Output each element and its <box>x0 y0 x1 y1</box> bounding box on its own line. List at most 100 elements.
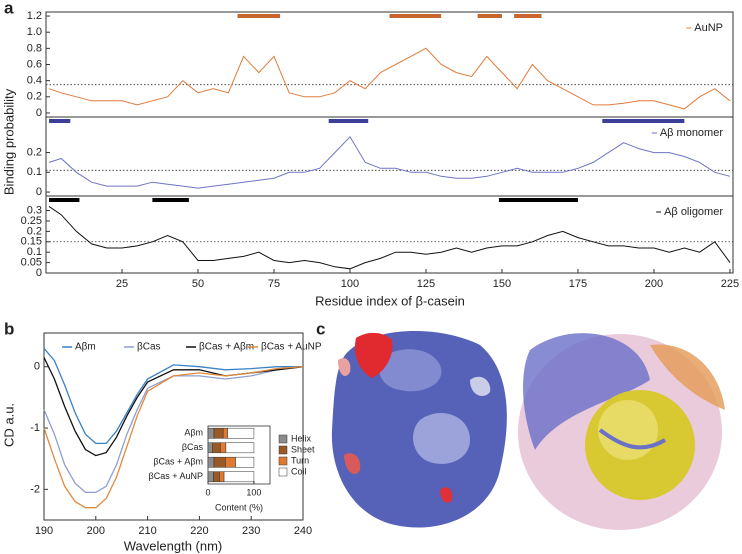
legend-swatch <box>278 445 288 455</box>
legend-swatch <box>278 467 288 477</box>
category-label: βCas <box>182 442 204 452</box>
x-tick-label: 0 <box>205 487 210 497</box>
category-label: βCas + AuNP <box>149 471 203 481</box>
legend-label: Sheet <box>291 444 315 454</box>
inset-frame <box>207 425 271 485</box>
x-tick-label: 100 <box>341 278 359 290</box>
x-axis-label: Residue index of β-casein <box>315 293 465 308</box>
y-axis-label: CD a.u. <box>1 403 16 447</box>
legend-label: βCas <box>137 342 161 353</box>
bar-segment <box>219 471 225 483</box>
y-tick-label: -1 <box>30 422 40 434</box>
series-line <box>48 205 731 270</box>
bar-segment <box>213 456 226 468</box>
legend-label: Coil <box>291 466 307 476</box>
x-tick-label: 150 <box>493 278 511 290</box>
y-tick-label: 0.1 <box>27 166 42 178</box>
binding-region <box>49 119 71 123</box>
legend-label: βCas + Aβm <box>199 342 254 353</box>
y-tick-label: 0.8 <box>27 42 42 54</box>
binding-region <box>49 198 80 202</box>
legend-label: Aβm <box>75 342 96 353</box>
x-tick-label: 175 <box>569 278 587 290</box>
bar-segment <box>235 456 255 468</box>
plot-frame <box>45 195 734 274</box>
y-tick-label: 1.2 <box>27 10 42 22</box>
x-tick-label: 220 <box>190 525 208 537</box>
bar-segment <box>225 456 236 468</box>
legend-label: Turn <box>291 455 309 465</box>
bar-segment <box>220 442 227 454</box>
y-tick-label: 0.4 <box>27 75 42 87</box>
bar-segment <box>207 427 215 439</box>
legend-label: Aβ monomer <box>660 127 724 139</box>
plot-frame <box>43 332 304 521</box>
y-tick-label: 1.0 <box>27 26 42 38</box>
bar-segment <box>212 442 221 454</box>
legend-swatch <box>278 434 288 444</box>
panel-label: b <box>4 319 14 338</box>
y-tick-label: 0.6 <box>27 58 42 70</box>
panel-label: a <box>4 0 14 17</box>
y-tick-label: 0 <box>36 107 42 119</box>
bar-segment <box>223 471 255 483</box>
x-tick-label: 50 <box>192 278 204 290</box>
legend-label: Aβ oligomer <box>664 206 723 218</box>
bar-segment <box>213 427 224 439</box>
x-tick-label: 225 <box>721 278 739 290</box>
series-line <box>48 135 731 189</box>
bar-segment <box>207 471 214 483</box>
binding-region <box>498 198 578 202</box>
bar-segment <box>213 471 220 483</box>
bar-segment <box>227 427 255 439</box>
y-tick-label: 0 <box>36 186 42 198</box>
protein-nanoparticle <box>518 333 725 530</box>
series-line <box>48 47 731 110</box>
x-tick-label: 210 <box>138 525 156 537</box>
y-tick-label: 0.2 <box>27 91 42 103</box>
bar-segment <box>207 442 213 454</box>
inset-x-label: Content (%) <box>215 502 263 512</box>
bar-segment <box>225 442 255 454</box>
binding-region <box>152 198 189 202</box>
y-tick-label: 0 <box>36 267 42 279</box>
y-tick-label: 0.1 <box>27 246 42 258</box>
y-tick-label: 0.2 <box>27 225 42 237</box>
x-tick-label: 25 <box>116 278 128 290</box>
y-tick-label: 0.3 <box>27 204 42 216</box>
y-tick-label: 0.25 <box>21 215 42 227</box>
binding-region <box>328 119 369 123</box>
x-tick-label: 200 <box>645 278 663 290</box>
y-tick-label: 0.05 <box>21 257 42 269</box>
legend-label: βCas + AuNP <box>261 342 322 353</box>
binding-region <box>602 119 685 123</box>
bar-segment <box>207 456 215 468</box>
x-tick-label: 100 <box>246 487 261 497</box>
x-tick-label: 75 <box>268 278 280 290</box>
binding-region <box>389 14 442 18</box>
category-label: Aβm <box>184 428 203 438</box>
x-tick-label: 240 <box>294 525 312 537</box>
bar-segment <box>222 427 228 439</box>
binding-region <box>237 14 281 18</box>
series-line <box>43 347 303 445</box>
binding-region <box>514 14 542 18</box>
y-tick-label: 0.2 <box>27 146 42 158</box>
y-tick-label: 0 <box>34 361 40 373</box>
y-tick-label: 0.15 <box>21 236 42 248</box>
x-tick-label: 200 <box>87 525 105 537</box>
protein-surface <box>331 331 507 528</box>
legend-label: Helix <box>291 433 312 443</box>
x-tick-label: 230 <box>242 525 260 537</box>
legend-label: AuNP <box>694 22 723 34</box>
x-tick-label: 125 <box>417 278 435 290</box>
x-axis-label: Wavelength (nm) <box>124 538 223 553</box>
series-line <box>43 366 304 509</box>
binding-region <box>477 14 502 18</box>
plot-frame <box>45 116 734 197</box>
y-axis-label: Binding probability <box>1 88 16 195</box>
panel-label: c <box>316 319 325 338</box>
series-line <box>43 366 304 494</box>
legend-swatch <box>278 456 288 466</box>
